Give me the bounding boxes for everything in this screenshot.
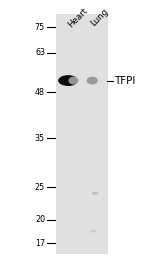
Text: 17: 17	[35, 239, 45, 248]
Text: Heart: Heart	[66, 6, 89, 30]
Bar	[56, 14, 108, 254]
Text: 48: 48	[35, 88, 45, 97]
Text: 35: 35	[35, 134, 45, 143]
Text: TFPI: TFPI	[114, 76, 135, 85]
Text: 25: 25	[35, 183, 45, 192]
Ellipse shape	[87, 77, 98, 84]
Text: Lung: Lung	[88, 6, 110, 28]
Text: 75: 75	[35, 23, 45, 32]
Ellipse shape	[58, 75, 78, 86]
Ellipse shape	[91, 230, 97, 232]
Ellipse shape	[92, 192, 99, 195]
Ellipse shape	[68, 76, 80, 85]
Text: 20: 20	[35, 215, 45, 224]
Text: 63: 63	[35, 48, 45, 57]
